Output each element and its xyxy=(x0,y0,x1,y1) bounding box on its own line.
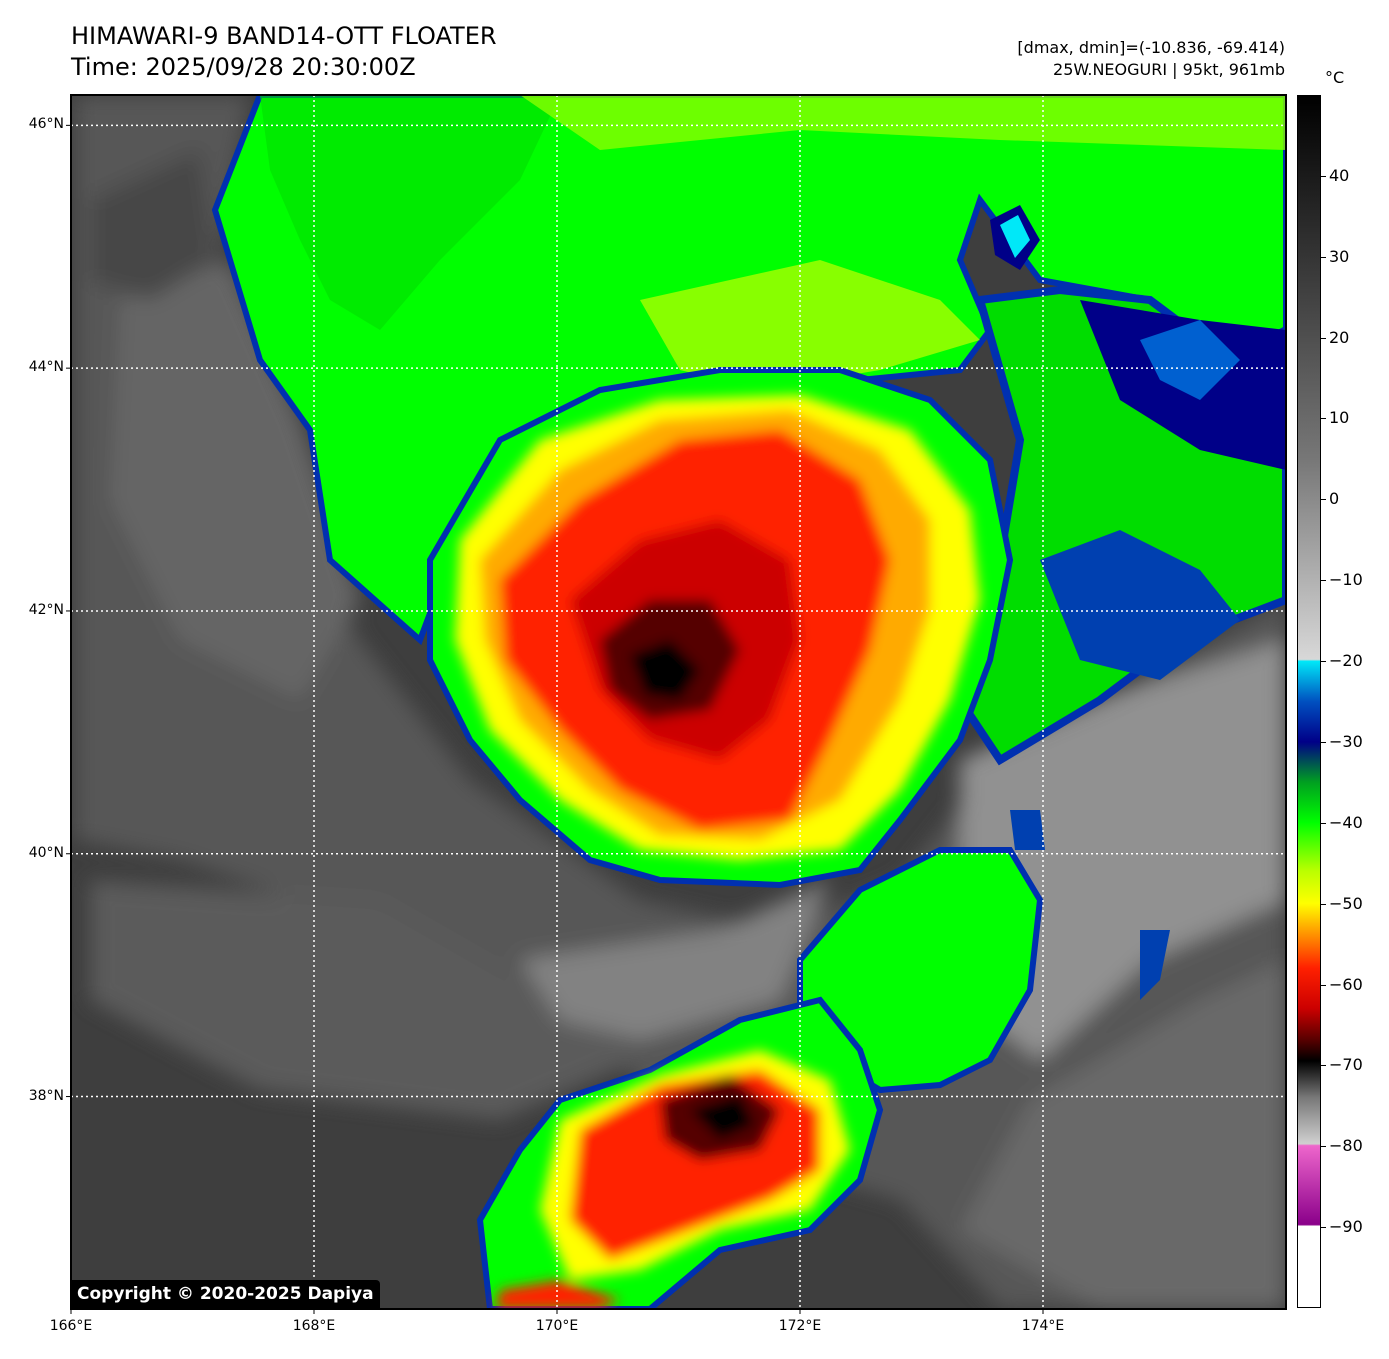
latitude-label: 38°N xyxy=(28,1087,64,1104)
longitude-label: 166°E xyxy=(49,1318,93,1334)
colorbar-tick-label: 10 xyxy=(1329,408,1350,428)
colorbar-tick-label: 40 xyxy=(1329,165,1350,185)
typhoon-cold-tops xyxy=(455,395,980,860)
colorbar-tick-label: −70 xyxy=(1329,1055,1363,1075)
colorbar-tick-label: −50 xyxy=(1329,893,1363,913)
latitude-label: 44°N xyxy=(28,359,64,376)
colorbar-tick xyxy=(1321,580,1326,582)
dmax-dmin-readout: [dmax, dmin]=(-10.836, -69.414) xyxy=(1017,38,1285,57)
colorbar-tick xyxy=(1321,822,1326,824)
colorbar-tick-label: −60 xyxy=(1329,974,1363,994)
colorbar-tick-label: −20 xyxy=(1329,651,1363,671)
colorbar-tick-label: −30 xyxy=(1329,731,1363,751)
image-title: HIMAWARI-9 BAND14-OTT FLOATER xyxy=(71,22,497,50)
colorbar-tick xyxy=(1321,984,1326,986)
longitude-label: 168°E xyxy=(292,1318,336,1334)
longitude-label: 170°E xyxy=(535,1318,579,1334)
latitude-label: 46°N xyxy=(28,116,64,133)
colorbar-tick-label: 30 xyxy=(1329,246,1350,266)
colorbar-tick-label: 0 xyxy=(1329,489,1340,509)
colorbar-tick xyxy=(1321,337,1326,339)
latitude-label: 42°N xyxy=(28,601,64,618)
colorbar-tick xyxy=(1321,499,1326,501)
colorbar-tick-label: −40 xyxy=(1329,812,1363,832)
colorbar-tick-label: −10 xyxy=(1329,570,1363,590)
colorbar-tick xyxy=(1321,661,1326,663)
storm-info: 25W.NEOGURI | 95kt, 961mb xyxy=(1053,60,1285,79)
colorbar-tick xyxy=(1321,903,1326,905)
colorbar-tick xyxy=(1321,1146,1326,1148)
temperature-colorbar xyxy=(1297,95,1321,1308)
colorbar-tick-label: −80 xyxy=(1329,1136,1363,1156)
colorbar-tick xyxy=(1321,1065,1326,1067)
colorbar-tick xyxy=(1321,1227,1326,1229)
colorbar-tick-label: −90 xyxy=(1329,1217,1363,1237)
colorbar-tick xyxy=(1321,175,1326,177)
map-frame xyxy=(70,94,1287,1310)
colorbar-tick xyxy=(1321,256,1326,258)
colorbar-tick xyxy=(1321,418,1326,420)
colorbar-tick-label: 20 xyxy=(1329,327,1350,347)
latitude-label: 40°N xyxy=(28,844,64,861)
infrared-imagery xyxy=(71,95,1286,1309)
colorbar-tick xyxy=(1321,741,1326,743)
colorbar-unit: °C xyxy=(1325,68,1345,87)
image-timestamp: Time: 2025/09/28 20:30:00Z xyxy=(71,53,416,81)
copyright-banner: Copyright © 2020-2025 Dapiya xyxy=(71,1280,380,1308)
longitude-label: 174°E xyxy=(1021,1318,1065,1334)
longitude-label: 172°E xyxy=(778,1318,822,1334)
